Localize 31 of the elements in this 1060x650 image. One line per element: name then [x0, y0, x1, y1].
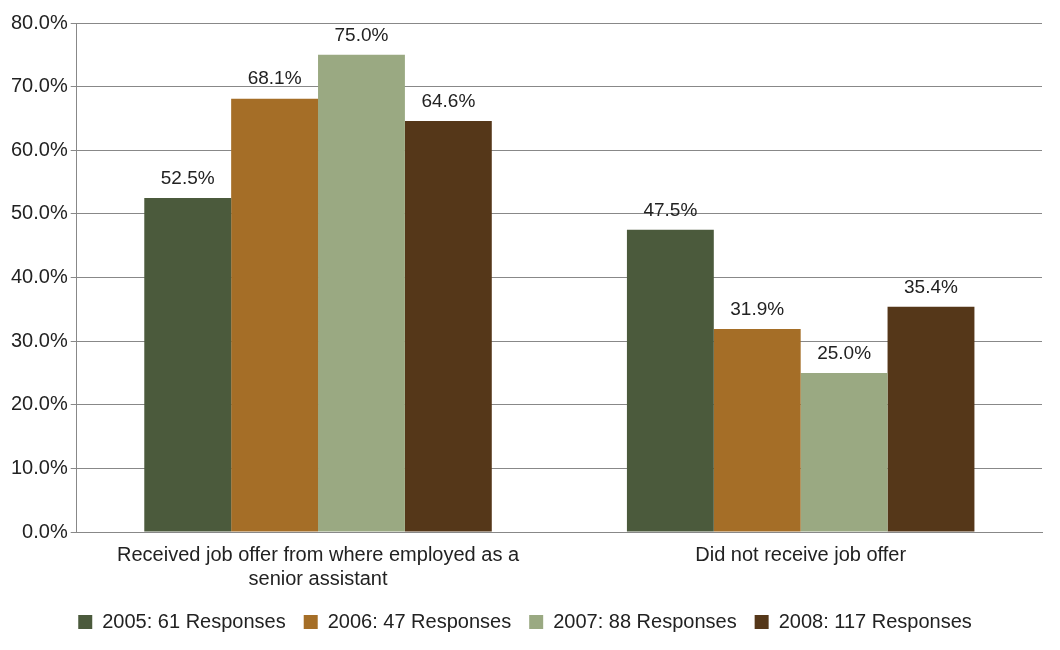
data-label: 68.1% [247, 67, 302, 89]
y-tick-label: 10.0% [10, 455, 68, 478]
x-tick-label: Did not receive job offer [695, 542, 907, 565]
y-tick-label: 30.0% [10, 328, 68, 351]
legend-label: 2008: 117 Responses [778, 609, 972, 632]
y-tick-label: 60.0% [10, 137, 68, 160]
data-label: 64.6% [421, 89, 476, 111]
x-tick-label: Received job offer from where employed as a senior assistant [117, 542, 520, 589]
bar [404, 120, 492, 532]
data-label: 25.0% [817, 341, 872, 363]
legend-label: 2007: 88 Responses [553, 609, 737, 632]
bar [626, 229, 714, 532]
y-tick-label: 80.0% [10, 10, 68, 33]
data-label: 31.9% [730, 297, 785, 319]
legend-label: 2006: 47 Responses [327, 609, 512, 632]
data-label: 47.5% [643, 198, 698, 220]
bar [231, 98, 319, 532]
bar [144, 197, 232, 532]
y-tick-label: 0.0% [22, 519, 68, 542]
y-tick-label: 50.0% [10, 201, 68, 224]
y-tick-label: 40.0% [10, 265, 68, 288]
y-tick-label: 20.0% [10, 392, 68, 415]
y-tick-label: 70.0% [10, 74, 68, 97]
bar [887, 306, 975, 532]
data-label: 35.4% [904, 275, 959, 297]
legend-label: 2005: 61 Responses [102, 609, 286, 632]
bar [713, 329, 801, 532]
data-label: 52.5% [160, 166, 215, 188]
data-label: 75.0% [334, 23, 389, 45]
bar [800, 372, 888, 532]
bar [318, 54, 405, 532]
